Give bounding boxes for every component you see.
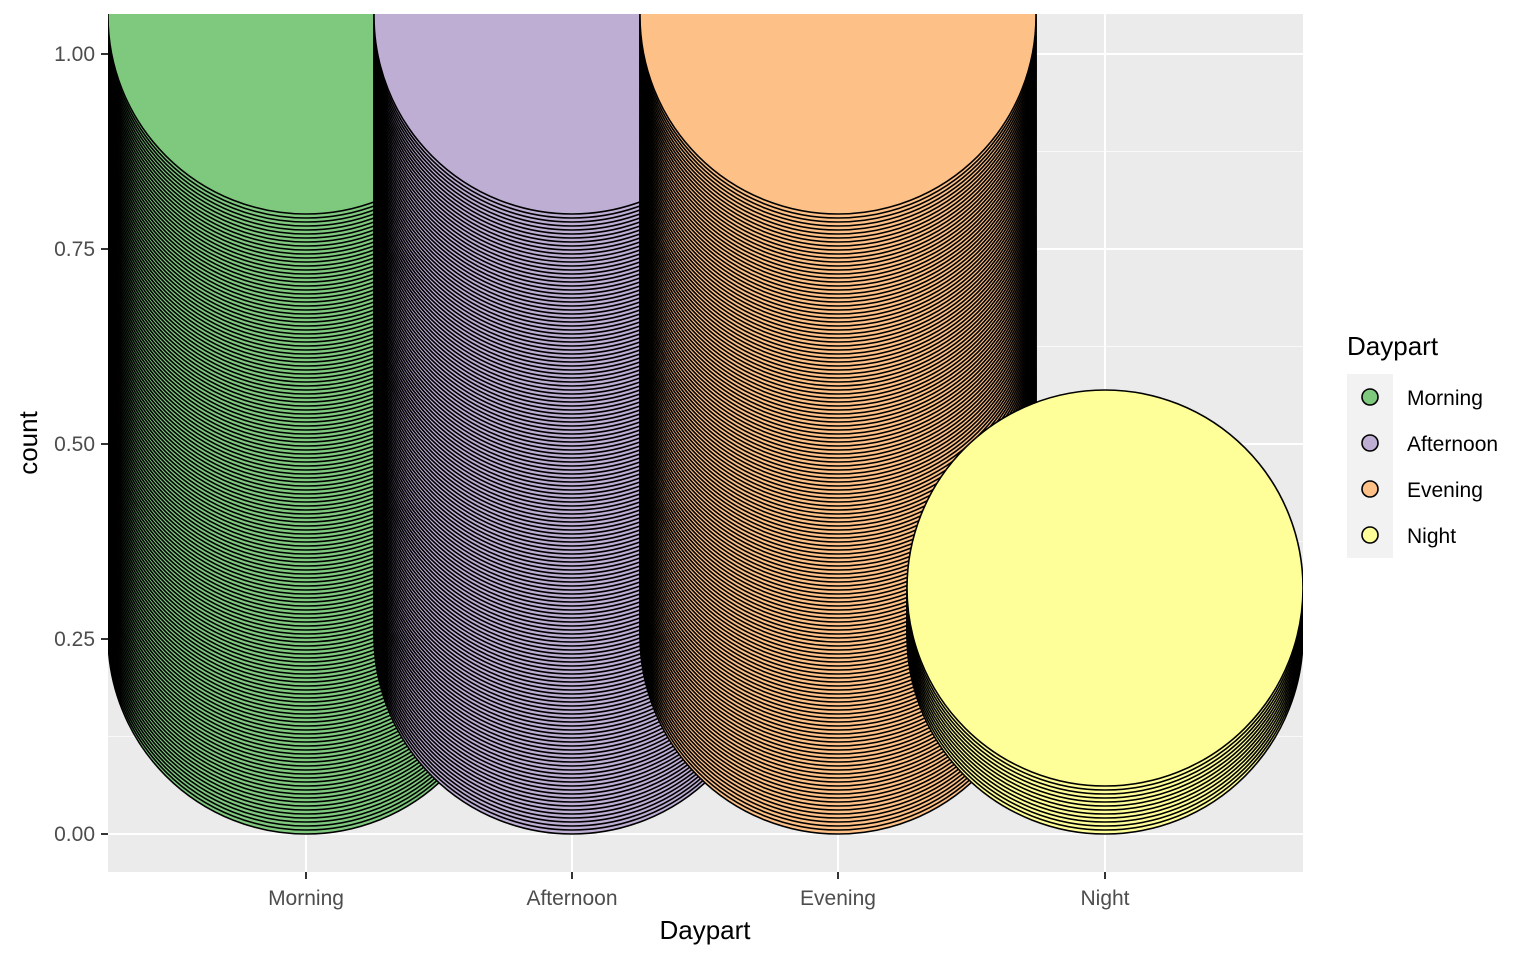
legend-label: Evening <box>1407 479 1483 502</box>
y-tick-label: 0.25 <box>54 628 95 651</box>
dot-stacks <box>108 14 1303 835</box>
legend-key <box>1361 434 1379 452</box>
legend-key <box>1361 480 1379 498</box>
dot <box>639 14 1037 215</box>
legend-key <box>1361 526 1379 544</box>
legend-key <box>1361 388 1379 406</box>
y-tick-label: 0.75 <box>54 238 95 261</box>
legend-title: Daypart <box>1347 331 1439 361</box>
legend: Daypart Morning Afternoon Evening Night <box>1347 331 1498 558</box>
x-tick-label: Night <box>1080 887 1129 910</box>
y-axis-title: count <box>13 410 43 474</box>
x-tick-label: Morning <box>268 887 344 910</box>
legend-label: Afternoon <box>1407 433 1498 456</box>
x-axis-title: Daypart <box>659 915 751 945</box>
dot <box>906 389 1303 787</box>
legend-label: Morning <box>1407 387 1483 410</box>
x-tick-label: Afternoon <box>526 887 617 910</box>
y-tick-label: 0.50 <box>54 433 95 456</box>
x-tick-label: Evening <box>800 887 876 910</box>
legend-label: Night <box>1407 525 1456 548</box>
y-tick-label: 0.00 <box>54 823 95 846</box>
axes: 0.00 0.25 0.50 0.75 1.00 Morning Afternoon Even… <box>54 43 1130 910</box>
y-tick-label: 1.00 <box>54 43 95 66</box>
dot-stack-night <box>906 389 1303 835</box>
